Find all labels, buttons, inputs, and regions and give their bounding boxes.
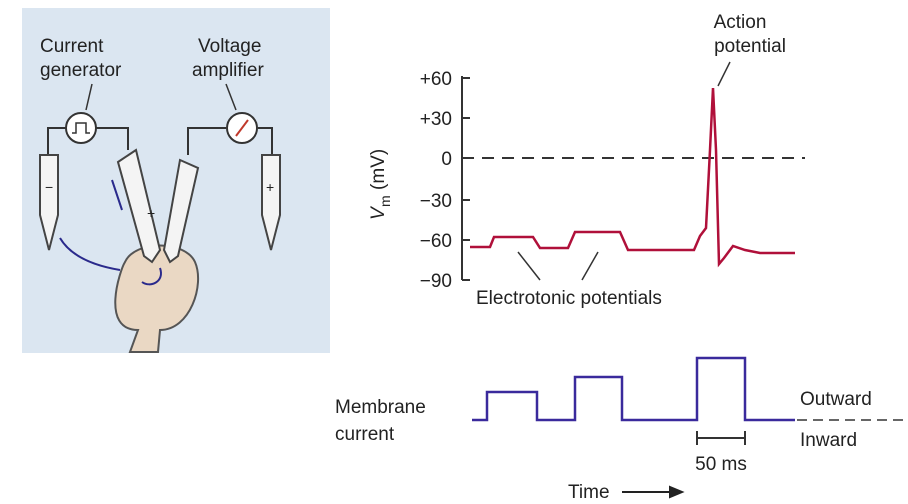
- annotation: potential: [714, 36, 786, 57]
- caption: Electrotonic potentials: [476, 288, 662, 309]
- electrode-sign: +: [147, 205, 155, 221]
- scale-bar: [696, 431, 746, 445]
- y-tick-label: −90: [420, 271, 452, 292]
- leader: [717, 61, 731, 87]
- wires: [47, 127, 273, 155]
- label: amplifier: [192, 60, 264, 81]
- electrode-sign: −: [45, 179, 53, 195]
- pulse-icon: [72, 122, 90, 134]
- leader: [85, 83, 93, 111]
- y-tick-label: +60: [420, 69, 452, 90]
- electrode-sign: +: [266, 179, 274, 195]
- y-axis-subscript: m: [377, 195, 393, 207]
- electrode: [39, 154, 59, 251]
- label: generator: [40, 60, 122, 81]
- current-arrow: [141, 267, 162, 286]
- membrane-current-trace: [472, 356, 795, 422]
- label: Voltage: [198, 36, 261, 57]
- time-label: Time: [568, 482, 610, 503]
- y-axis-label: V m (mV): [368, 149, 393, 220]
- y-tick-label: +30: [420, 109, 452, 130]
- current-generator-icon: [65, 112, 97, 144]
- y-tick-label: 0: [441, 149, 452, 170]
- y-tick-label: −60: [420, 231, 452, 252]
- time-arrow: [622, 485, 685, 499]
- scale-bar-label: 50 ms: [695, 454, 747, 475]
- leader: [225, 83, 237, 111]
- electrode: [261, 154, 281, 251]
- y-tick-label: −30: [420, 191, 452, 212]
- membrane-potential-trace: [470, 87, 795, 268]
- y-axis-unit: (mV): [368, 149, 389, 190]
- label: current: [335, 424, 395, 445]
- leader: [517, 251, 541, 281]
- leader: [581, 251, 599, 281]
- y-axis-symbol: V: [368, 205, 389, 220]
- outward-label: Outward: [800, 389, 872, 410]
- label: Membrane: [335, 397, 426, 418]
- annotation: Action: [714, 12, 767, 33]
- electrode: [116, 148, 162, 264]
- label: Current: [40, 36, 104, 57]
- meter-needle: [235, 119, 249, 137]
- inward-label: Inward: [800, 430, 857, 451]
- current-arrow: [59, 237, 121, 271]
- current-arrow: [111, 179, 123, 211]
- electrode: [162, 158, 200, 264]
